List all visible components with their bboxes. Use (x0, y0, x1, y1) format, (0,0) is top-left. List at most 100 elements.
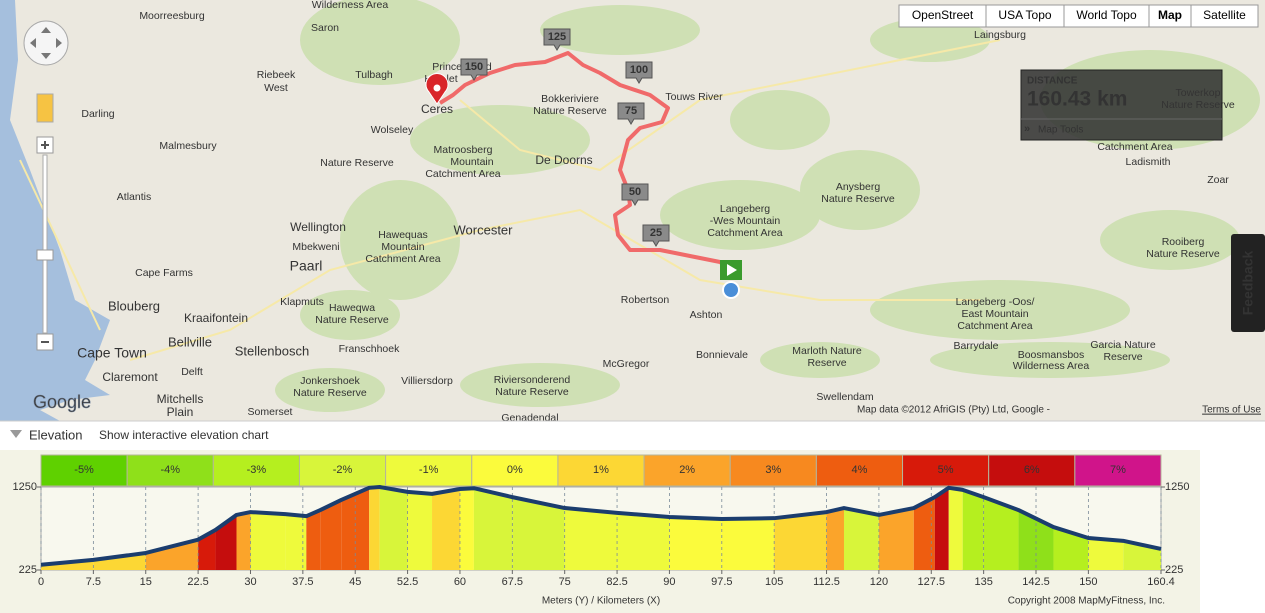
marker-label: 50 (629, 186, 641, 198)
distance-label: DISTANCE (1027, 76, 1078, 87)
button-label[interactable]: OpenStreet (912, 8, 974, 22)
grade-fill (459, 488, 474, 570)
y-tick-label: 1250 (13, 481, 37, 493)
place-label: Somerset (248, 406, 293, 418)
grade-fill (369, 487, 380, 570)
map-tools[interactable]: Map Tools (1038, 125, 1083, 136)
x-tick-label: 75 (559, 576, 571, 588)
place-label: Nature Reserve (1146, 248, 1220, 260)
grade-cell (557, 454, 645, 487)
feedback-label[interactable]: Feedback (1240, 250, 1256, 315)
marker-tag (543, 28, 571, 51)
place-label: Haweqwa (329, 302, 375, 314)
x-tick-label: 135 (974, 576, 992, 588)
grade-label: 1% (593, 464, 609, 476)
place-label: East Mountain (961, 308, 1028, 320)
place-label: Moorreesburg (139, 10, 205, 22)
grade-fill (285, 514, 307, 570)
place-label: Bonnievale (696, 349, 748, 361)
button-label[interactable]: Satellite (1203, 8, 1246, 22)
x-tick-label: 127.5 (918, 576, 946, 588)
button-label[interactable]: USA Topo (998, 8, 1051, 22)
grade-cell (40, 454, 128, 487)
grade-fill (379, 487, 408, 570)
place-label: Catchment Area (1097, 141, 1172, 153)
button-label[interactable]: Map (1158, 8, 1182, 22)
route (438, 51, 733, 272)
place-label: Bokkeriviere (541, 93, 599, 105)
grade-cell (212, 454, 300, 487)
map-type-button[interactable]: World Topo (1063, 4, 1150, 28)
y-tick-label: 225 (19, 564, 37, 576)
map-type-buttons: OpenStreet USA Topo World Topo Map Satellite (898, 4, 1259, 28)
place-label: Villiersdorp (401, 375, 453, 387)
place-label: McGregor (603, 358, 650, 370)
grade-label: 4% (852, 464, 868, 476)
feedback-tab[interactable]: Feedback (1231, 234, 1265, 332)
place-label: Hawequas (378, 229, 428, 241)
place-label: Rooiberg (1162, 236, 1205, 248)
terms-link[interactable]: Terms of Use (1202, 405, 1261, 416)
grade-fill (320, 499, 342, 570)
place-label: Paarl (290, 258, 323, 274)
map-type-button[interactable]: OpenStreet (898, 4, 987, 28)
place-label: Claremont (102, 370, 158, 384)
grade-fill (878, 508, 914, 570)
x-tick-label: 30 (244, 576, 256, 588)
place-label: Atlantis (117, 191, 151, 203)
place-label: Nature Reserve (315, 314, 389, 326)
route-markers: 150 125 100 75 50 25 (460, 28, 670, 247)
collapse-icon[interactable] (10, 430, 22, 438)
map-type-button[interactable]: Satellite (1190, 4, 1259, 28)
place-label: Plain (167, 405, 194, 419)
place-label: Stellenbosch (235, 343, 309, 358)
place-label: Mitchells (157, 392, 204, 406)
map-type-button[interactable]: Map (1148, 4, 1192, 28)
x-axis-label: Meters (Y) / Kilometers (X) (542, 596, 660, 607)
grade-fill (93, 552, 146, 570)
grade-cell (815, 454, 904, 487)
place-label: Anysberg (836, 181, 881, 193)
elevation-link[interactable]: Show interactive elevation chart (99, 428, 269, 442)
button-label[interactable]: World Topo (1076, 8, 1137, 22)
attribution: Map data ©2012 AfriGIS (Pty) Ltd, Google… (857, 405, 1050, 416)
grade-fill (962, 489, 984, 570)
place-label: Jonkershoek (300, 375, 360, 387)
button-bg[interactable] (1190, 4, 1259, 28)
place-label: Wilderness Area (1013, 360, 1090, 372)
map[interactable]: Wilderness Area Moorreesburg Saron Laingsbu… (0, 0, 1265, 424)
marker-label: 25 (650, 227, 662, 239)
grade-fill (669, 516, 722, 570)
grade-fill (145, 539, 199, 570)
grade-cell (902, 454, 990, 487)
grade-fill (721, 518, 775, 570)
marker-tag (621, 183, 649, 206)
grade-fill (512, 497, 565, 570)
y2-tick-label: 1250 (1165, 481, 1189, 493)
place-label: Riebeek (257, 69, 296, 81)
marker-label: 125 (548, 31, 566, 43)
x-tick-label: 45 (349, 576, 361, 588)
grade-label: 0% (507, 464, 523, 476)
place-label: Nature Reserve (821, 193, 895, 205)
x-tick-label: 112.5 (813, 576, 840, 588)
grade-fill (236, 512, 251, 570)
ocean (0, 0, 110, 421)
grade-label: -2% (333, 464, 353, 476)
place-label: Zoar (1207, 174, 1229, 186)
zoom-control[interactable] (23, 20, 69, 351)
place-label: Mountain (381, 241, 424, 253)
x-tick-label: 52.5 (397, 576, 418, 588)
place-label: Malmesbury (159, 140, 217, 152)
place-label: Garcia Nature (1090, 339, 1156, 351)
x-tick-label: 142.5 (1022, 576, 1050, 588)
grade-fill (215, 514, 237, 570)
grade-fill (564, 508, 618, 570)
y2-tick-label: 225 (1165, 564, 1183, 576)
x-tick-label: 37.5 (292, 576, 313, 588)
x-tick-label: 105 (765, 576, 783, 588)
x-tick-label: 90 (663, 576, 675, 588)
grade-fill (913, 497, 935, 570)
elevation-chart: -5% -4% -3% -2% -1% 0% 1% 2% 3% 4% 5% 6% 7% 0 7.5 15 22.… (13, 454, 1189, 607)
map-type-button[interactable]: USA Topo (985, 4, 1065, 28)
